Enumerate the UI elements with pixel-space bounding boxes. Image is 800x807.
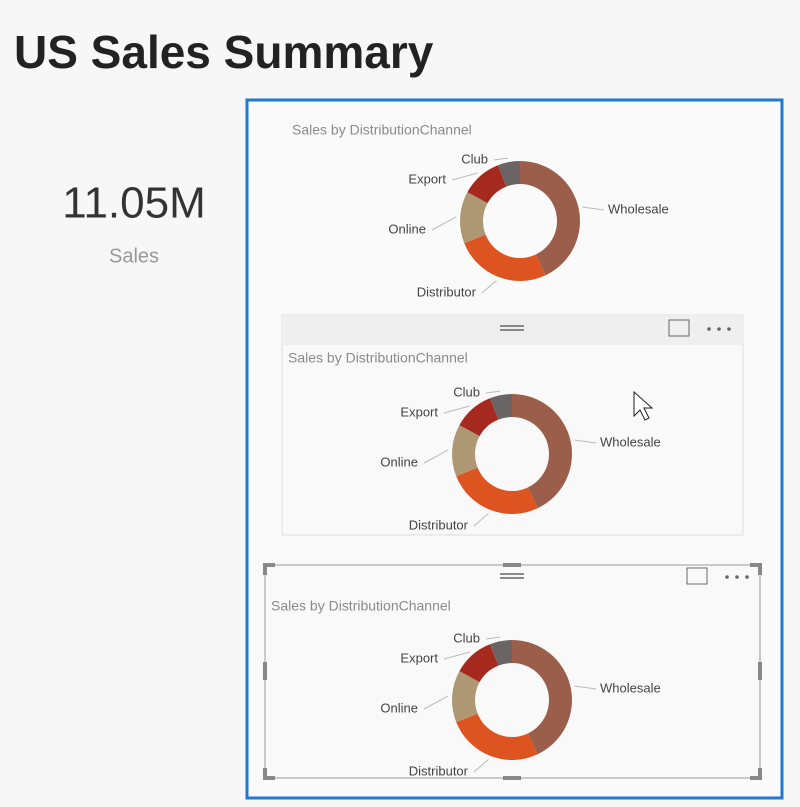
leader-line — [574, 439, 597, 444]
leader-line — [485, 636, 501, 640]
leader-line — [451, 172, 478, 181]
leader-line — [485, 390, 501, 394]
leader-line — [493, 157, 509, 161]
slice-label: Wholesale — [600, 680, 661, 695]
focus-icon[interactable] — [668, 319, 690, 337]
leader-line — [431, 216, 457, 231]
slice-label: Online — [380, 700, 418, 715]
slice-label: Distributor — [417, 284, 477, 299]
kpi-label: Sales — [109, 245, 159, 267]
drag-handle[interactable] — [500, 325, 524, 331]
donut-slice — [459, 398, 499, 437]
donut-slice — [459, 644, 499, 683]
chart-title: Sales by DistributionChannel — [292, 122, 472, 138]
leader-line — [473, 759, 489, 773]
leader-line — [574, 685, 597, 690]
donut-slice — [452, 425, 480, 477]
donut-slice — [512, 640, 573, 755]
donut-slice — [512, 394, 572, 509]
donut-slice — [460, 192, 488, 244]
donut-slice — [456, 713, 538, 761]
donut-slice — [452, 671, 480, 723]
slice-label: Distributor — [409, 763, 469, 778]
more-options[interactable] — [725, 575, 749, 579]
slice-label: Export — [400, 650, 438, 665]
donut-slice — [520, 161, 580, 276]
leader-line — [443, 405, 470, 414]
donut-slice — [489, 640, 512, 666]
leader-line — [423, 449, 449, 464]
donut-slice — [467, 165, 507, 204]
kpi-value: 11.05M — [62, 179, 206, 228]
focus-icon[interactable] — [686, 567, 708, 585]
chart-title: Sales by DistributionChannel — [288, 350, 468, 366]
slice-label: Distributor — [409, 517, 469, 532]
more-options[interactable] — [707, 327, 731, 331]
chart-title: Sales by DistributionChannel — [271, 598, 451, 614]
donut-slice — [497, 161, 520, 187]
leader-line — [443, 651, 470, 660]
slice-label: Club — [453, 630, 480, 645]
leader-line — [473, 513, 489, 527]
slice-label: Club — [453, 384, 480, 399]
report-title: US Sales Summary — [14, 26, 434, 78]
slice-label: Online — [380, 454, 418, 469]
slice-label: Export — [400, 404, 438, 419]
mouse-cursor — [633, 390, 654, 421]
drag-handle[interactable] — [500, 573, 524, 579]
donut-slice — [456, 467, 538, 514]
slice-label: Wholesale — [600, 434, 661, 449]
slice-label: Club — [461, 151, 488, 166]
donut-slice — [464, 234, 546, 281]
slice-label: Online — [388, 221, 426, 236]
donut-slice — [489, 394, 512, 420]
slice-label: Wholesale — [608, 201, 669, 216]
leader-line — [582, 206, 605, 211]
slice-label: Export — [408, 171, 446, 186]
resize-handles[interactable] — [263, 563, 762, 780]
leader-line — [423, 695, 449, 710]
leader-line — [481, 280, 497, 294]
